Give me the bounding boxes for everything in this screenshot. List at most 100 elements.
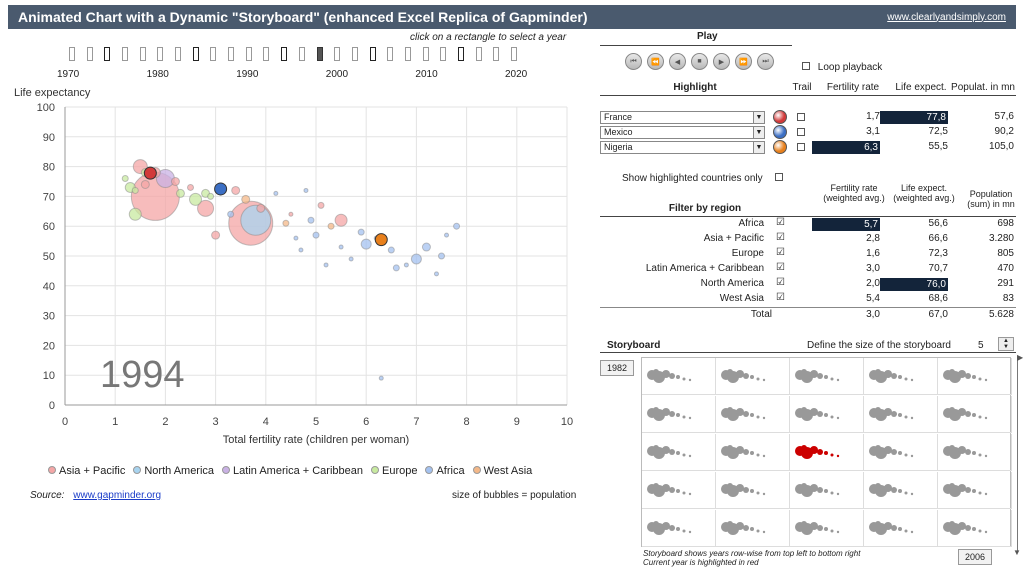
storyboard-cell[interactable]	[938, 396, 1012, 433]
year-rectangle-1966[interactable]	[68, 47, 75, 61]
region-checkbox[interactable]: ☑	[776, 217, 785, 228]
country-select-mexico[interactable]: Mexico ▼	[600, 126, 765, 139]
storyboard-cell[interactable]	[716, 434, 790, 471]
chevron-down-icon[interactable]: ▼	[753, 127, 764, 138]
year-rectangle-1972[interactable]	[121, 47, 128, 61]
mini-bubble	[884, 484, 892, 492]
storyboard-cell[interactable]	[938, 510, 1012, 547]
loop-checkbox[interactable]	[802, 62, 810, 70]
trail-checkbox[interactable]	[797, 143, 805, 151]
year-rectangle-2010[interactable]	[458, 47, 465, 61]
storyboard-cell[interactable]	[790, 510, 864, 547]
bubble-point	[207, 192, 215, 200]
year-rectangle-1970[interactable]	[104, 47, 111, 61]
year-rectangle-2016[interactable]	[511, 47, 518, 61]
storyboard-cell[interactable]	[716, 510, 790, 547]
region-checkbox[interactable]: ☑	[776, 247, 785, 258]
trail-checkbox[interactable]	[797, 128, 805, 136]
source-link[interactable]: www.gapminder.org	[73, 490, 162, 501]
storyboard-cell[interactable]	[642, 396, 716, 433]
year-rectangle-1986[interactable]	[245, 47, 252, 61]
loop-playback-option[interactable]: Loop playback	[802, 62, 882, 73]
storyboard-cell[interactable]	[864, 396, 938, 433]
step-back-button[interactable]: ◀	[669, 53, 686, 70]
bubble-point	[338, 244, 344, 250]
y-tick-label: 20	[43, 340, 55, 352]
storyboard-cell[interactable]	[938, 472, 1012, 509]
storyboard-cell[interactable]	[716, 472, 790, 509]
storyboard-cell[interactable]	[716, 358, 790, 395]
show-only-checkbox[interactable]	[775, 173, 784, 181]
rewind-button[interactable]: ⏪	[647, 53, 664, 70]
year-rectangle-2008[interactable]	[440, 47, 447, 61]
bubble-chart: 0 10 20 30 40 50 60 70 80 90 100 0 1 2 3 4 5 6 7 8 9 10 Life e…	[14, 87, 573, 446]
year-rectangle-2014[interactable]	[493, 47, 500, 61]
year-rectangle-1998[interactable]	[351, 47, 358, 61]
year-rectangle-1992[interactable]	[298, 47, 305, 61]
storyboard-cell[interactable]	[790, 358, 864, 395]
storyboard-cell[interactable]	[790, 472, 864, 509]
chevron-down-icon[interactable]: ▼	[753, 142, 764, 153]
storyboard-cell[interactable]	[716, 396, 790, 433]
country-select-nigeria[interactable]: Nigeria ▼	[600, 141, 765, 154]
storyboard-cell[interactable]	[642, 510, 716, 547]
storyboard-cell[interactable]	[642, 358, 716, 395]
play-button[interactable]: ▶	[713, 53, 730, 70]
region-checkbox[interactable]: ☑	[776, 232, 785, 243]
y-tick-label: 0	[49, 400, 55, 412]
storyboard-cell[interactable]	[790, 396, 864, 433]
country-select-france[interactable]: France ▼	[600, 111, 765, 124]
mini-bubble	[750, 451, 754, 455]
current-year-rectangle[interactable]	[316, 47, 323, 61]
storyboard-cell[interactable]	[864, 510, 938, 547]
year-rectangle-2004[interactable]	[405, 47, 411, 61]
year-rectangle-1978[interactable]	[175, 47, 181, 61]
show-highlighted-only[interactable]: Show highlighted countries only	[622, 173, 784, 184]
year-rectangle-1980[interactable]	[192, 47, 199, 61]
year-rectangle-1968[interactable]	[86, 47, 93, 61]
year-rectangle-1996[interactable]	[334, 47, 341, 61]
trail-checkbox[interactable]	[797, 113, 805, 121]
year-rectangle-2000[interactable]	[369, 47, 376, 61]
region-fert-value: 5,4	[866, 293, 880, 304]
storyboard-size-value[interactable]: 5	[978, 340, 984, 351]
year-rectangle-1976[interactable]	[157, 47, 164, 61]
region-name: Latin America + Caribbean	[645, 263, 764, 274]
stop-button[interactable]: ■	[691, 53, 708, 70]
mini-chart-thumbnail	[721, 407, 766, 421]
size-spinner[interactable]: ▲ ▼	[998, 337, 1014, 351]
step-forward-button[interactable]: ⏩	[735, 53, 752, 70]
mini-bubble	[958, 446, 966, 454]
year-rectangle-1984[interactable]	[228, 47, 235, 61]
year-rectangle-2012[interactable]	[475, 47, 482, 61]
storyboard-cell[interactable]	[864, 434, 938, 471]
mini-bubble	[904, 415, 908, 419]
storyboard-cell[interactable]	[642, 434, 716, 471]
region-checkbox[interactable]: ☑	[776, 277, 785, 288]
year-rectangle-2006[interactable]	[422, 47, 429, 61]
region-checkbox[interactable]: ☑	[776, 262, 785, 273]
mini-bubble	[810, 408, 818, 416]
chevron-down-icon[interactable]: ▼	[753, 112, 764, 123]
bubble-point	[323, 262, 329, 268]
storyboard-cell[interactable]	[864, 358, 938, 395]
fert-header: Fertility rate	[826, 82, 880, 93]
last-button[interactable]: ⏭	[757, 53, 774, 70]
bubble-point	[282, 219, 290, 227]
bubble-point	[273, 190, 279, 196]
year-rectangle-1982[interactable]	[210, 47, 217, 61]
year-rectangle-1988[interactable]	[263, 47, 270, 61]
year-rectangle-2002[interactable]	[387, 47, 394, 61]
first-button[interactable]: ⏮	[625, 53, 642, 70]
timeline-slider[interactable]	[60, 47, 520, 63]
storyboard-cell[interactable]	[642, 472, 716, 509]
mini-bubble	[743, 525, 749, 531]
storyboard-cell[interactable]	[938, 358, 1012, 395]
year-rectangle-1974[interactable]	[139, 47, 146, 61]
year-rectangle-1990[interactable]	[281, 47, 288, 61]
storyboard-cell[interactable]	[790, 434, 864, 471]
region-checkbox[interactable]: ☑	[776, 292, 785, 303]
storyboard-cell[interactable]	[938, 434, 1012, 471]
storyboard-cell[interactable]	[864, 472, 938, 509]
site-link[interactable]: www.clearlyandsimply.com	[887, 11, 1006, 23]
